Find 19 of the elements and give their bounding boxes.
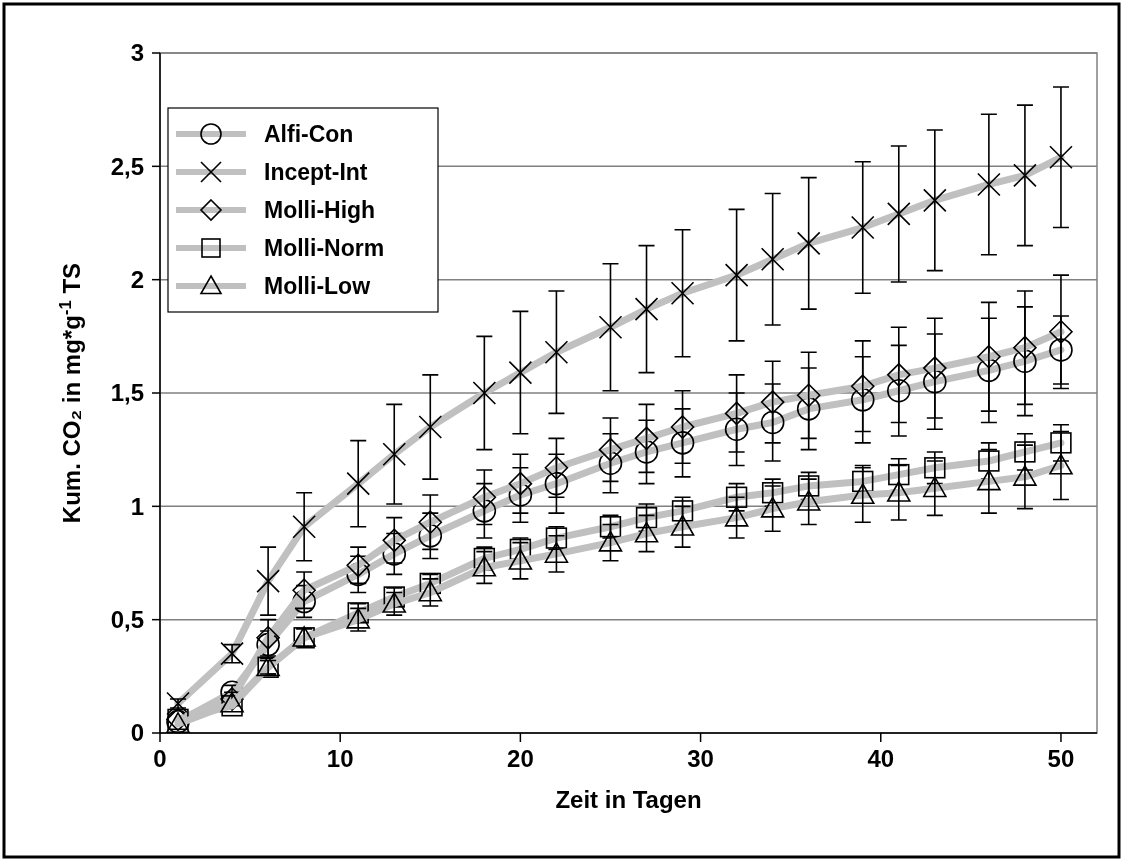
y-tick-label: 0,5 xyxy=(110,606,144,634)
y-tick-label: 3 xyxy=(130,39,144,67)
y-tick-label: 0 xyxy=(130,719,144,747)
y-tick-label: 2 xyxy=(130,266,144,294)
y-tick-label: 1,5 xyxy=(110,379,144,407)
x-tick-label: 50 xyxy=(1047,745,1075,772)
legend-label: Molli-Low xyxy=(264,273,371,300)
x-tick-label: 20 xyxy=(507,745,534,772)
x-tick-label: 10 xyxy=(326,745,354,772)
legend-label: Incept-Int xyxy=(264,159,368,186)
x-tick-label: 30 xyxy=(687,745,714,772)
legend-label: Molli-Norm xyxy=(264,235,385,262)
legend-label: Molli-High xyxy=(264,197,376,224)
legend-label: Alfi-Con xyxy=(264,121,354,148)
y-tick-label: 1 xyxy=(130,492,144,520)
x-axis-title: Zeit in Tagen xyxy=(555,786,702,813)
y-tick-label: 2,5 xyxy=(110,152,144,180)
x-tick-label: 0 xyxy=(153,745,167,772)
x-tick-label: 40 xyxy=(867,745,895,772)
